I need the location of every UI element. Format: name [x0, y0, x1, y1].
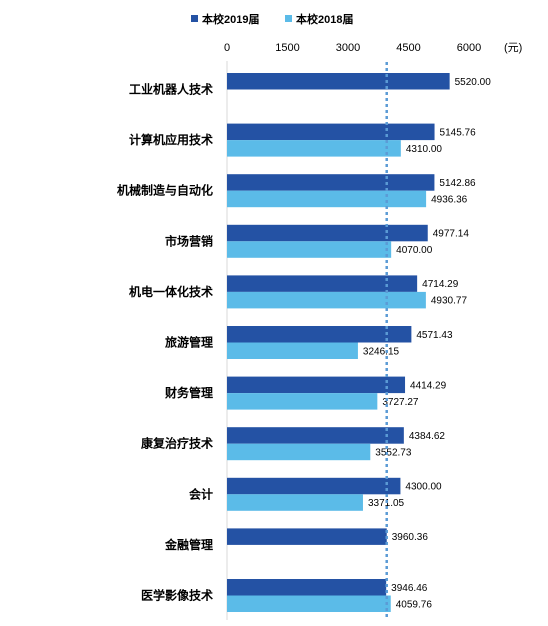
data-label: 5145.76	[440, 127, 477, 138]
category-label: 医学影像技术	[141, 588, 213, 603]
data-label: 4300.00	[405, 482, 442, 493]
data-label: 4714.29	[422, 279, 459, 290]
legend-label-2018: 本校2018届	[296, 12, 353, 26]
bar-2019	[227, 579, 387, 596]
bar-2018	[227, 291, 426, 309]
bar-2019	[227, 73, 450, 90]
bar-2018	[227, 443, 371, 461]
bar-2018	[227, 190, 427, 208]
x-axis-unit: (元)	[504, 42, 522, 54]
bar-2018	[227, 241, 392, 258]
bars-group	[227, 73, 450, 612]
x-tick-label: 6000	[457, 42, 481, 54]
category-label: 机电一体化技术	[129, 284, 213, 299]
category-labels: 工业机器人技术计算机应用技术机械制造与自动化市场营销机电一体化技术旅游管理财务管…	[117, 82, 213, 603]
data-label: 4059.76	[396, 599, 433, 610]
category-label: 机械制造与自动化	[117, 183, 213, 198]
bar-2018	[227, 595, 391, 612]
bar-2018	[227, 393, 378, 410]
x-tick-label: 0	[224, 42, 230, 54]
category-label: 计算机应用技术	[129, 132, 213, 147]
bar-2019	[227, 477, 401, 495]
legend: 本校2019届 本校2018届	[191, 12, 353, 26]
bar-2019	[227, 376, 406, 394]
data-label: 4936.36	[431, 194, 468, 205]
data-label: 3727.27	[382, 397, 419, 408]
bar-2019	[227, 275, 418, 292]
bar-2019	[227, 123, 435, 141]
data-label: 4414.29	[410, 380, 447, 391]
legend-swatch-2018	[285, 15, 292, 22]
bar-2018	[227, 140, 401, 157]
x-axis: 0 1500 3000 4500 6000	[224, 42, 481, 54]
bar-2019	[227, 326, 412, 343]
data-label: 3371.05	[368, 498, 405, 509]
category-label: 旅游管理	[165, 335, 213, 350]
data-label: 4571.43	[416, 330, 453, 341]
category-label: 会计	[189, 486, 213, 501]
data-label: 5520.00	[455, 77, 492, 88]
bar-2019	[227, 224, 428, 242]
data-label: 4977.14	[433, 229, 470, 240]
bar-2018	[227, 494, 363, 511]
legend-swatch-2019	[191, 15, 198, 22]
bar-2019	[227, 174, 435, 191]
data-label: 3552.73	[375, 447, 412, 458]
data-label: 4070.00	[396, 245, 433, 256]
bar-2019	[227, 528, 387, 545]
category-label: 工业机器人技术	[129, 82, 213, 97]
value-labels: 5520.00 5145.76 4310.00 5142.86 4936.36 4977.…	[363, 77, 491, 611]
bar-2019	[227, 427, 404, 444]
data-label: 4384.62	[409, 431, 446, 442]
category-label: 财务管理	[164, 385, 213, 400]
category-label: 康复治疗技术	[141, 436, 213, 451]
x-tick-label: 3000	[336, 42, 360, 54]
data-label: 4310.00	[406, 144, 443, 155]
data-label: 4930.77	[431, 296, 468, 307]
legend-label-2019: 本校2019届	[202, 12, 259, 26]
bar-2018	[227, 342, 358, 359]
data-label: 3960.36	[392, 532, 429, 543]
data-label: 3946.46	[391, 583, 428, 594]
category-label: 金融管理	[164, 537, 213, 552]
x-tick-label: 1500	[275, 42, 299, 54]
data-label: 3246.15	[363, 346, 400, 357]
category-label: 市场营销	[165, 233, 213, 248]
x-tick-label: 4500	[396, 42, 420, 54]
data-label: 5142.86	[439, 178, 476, 189]
